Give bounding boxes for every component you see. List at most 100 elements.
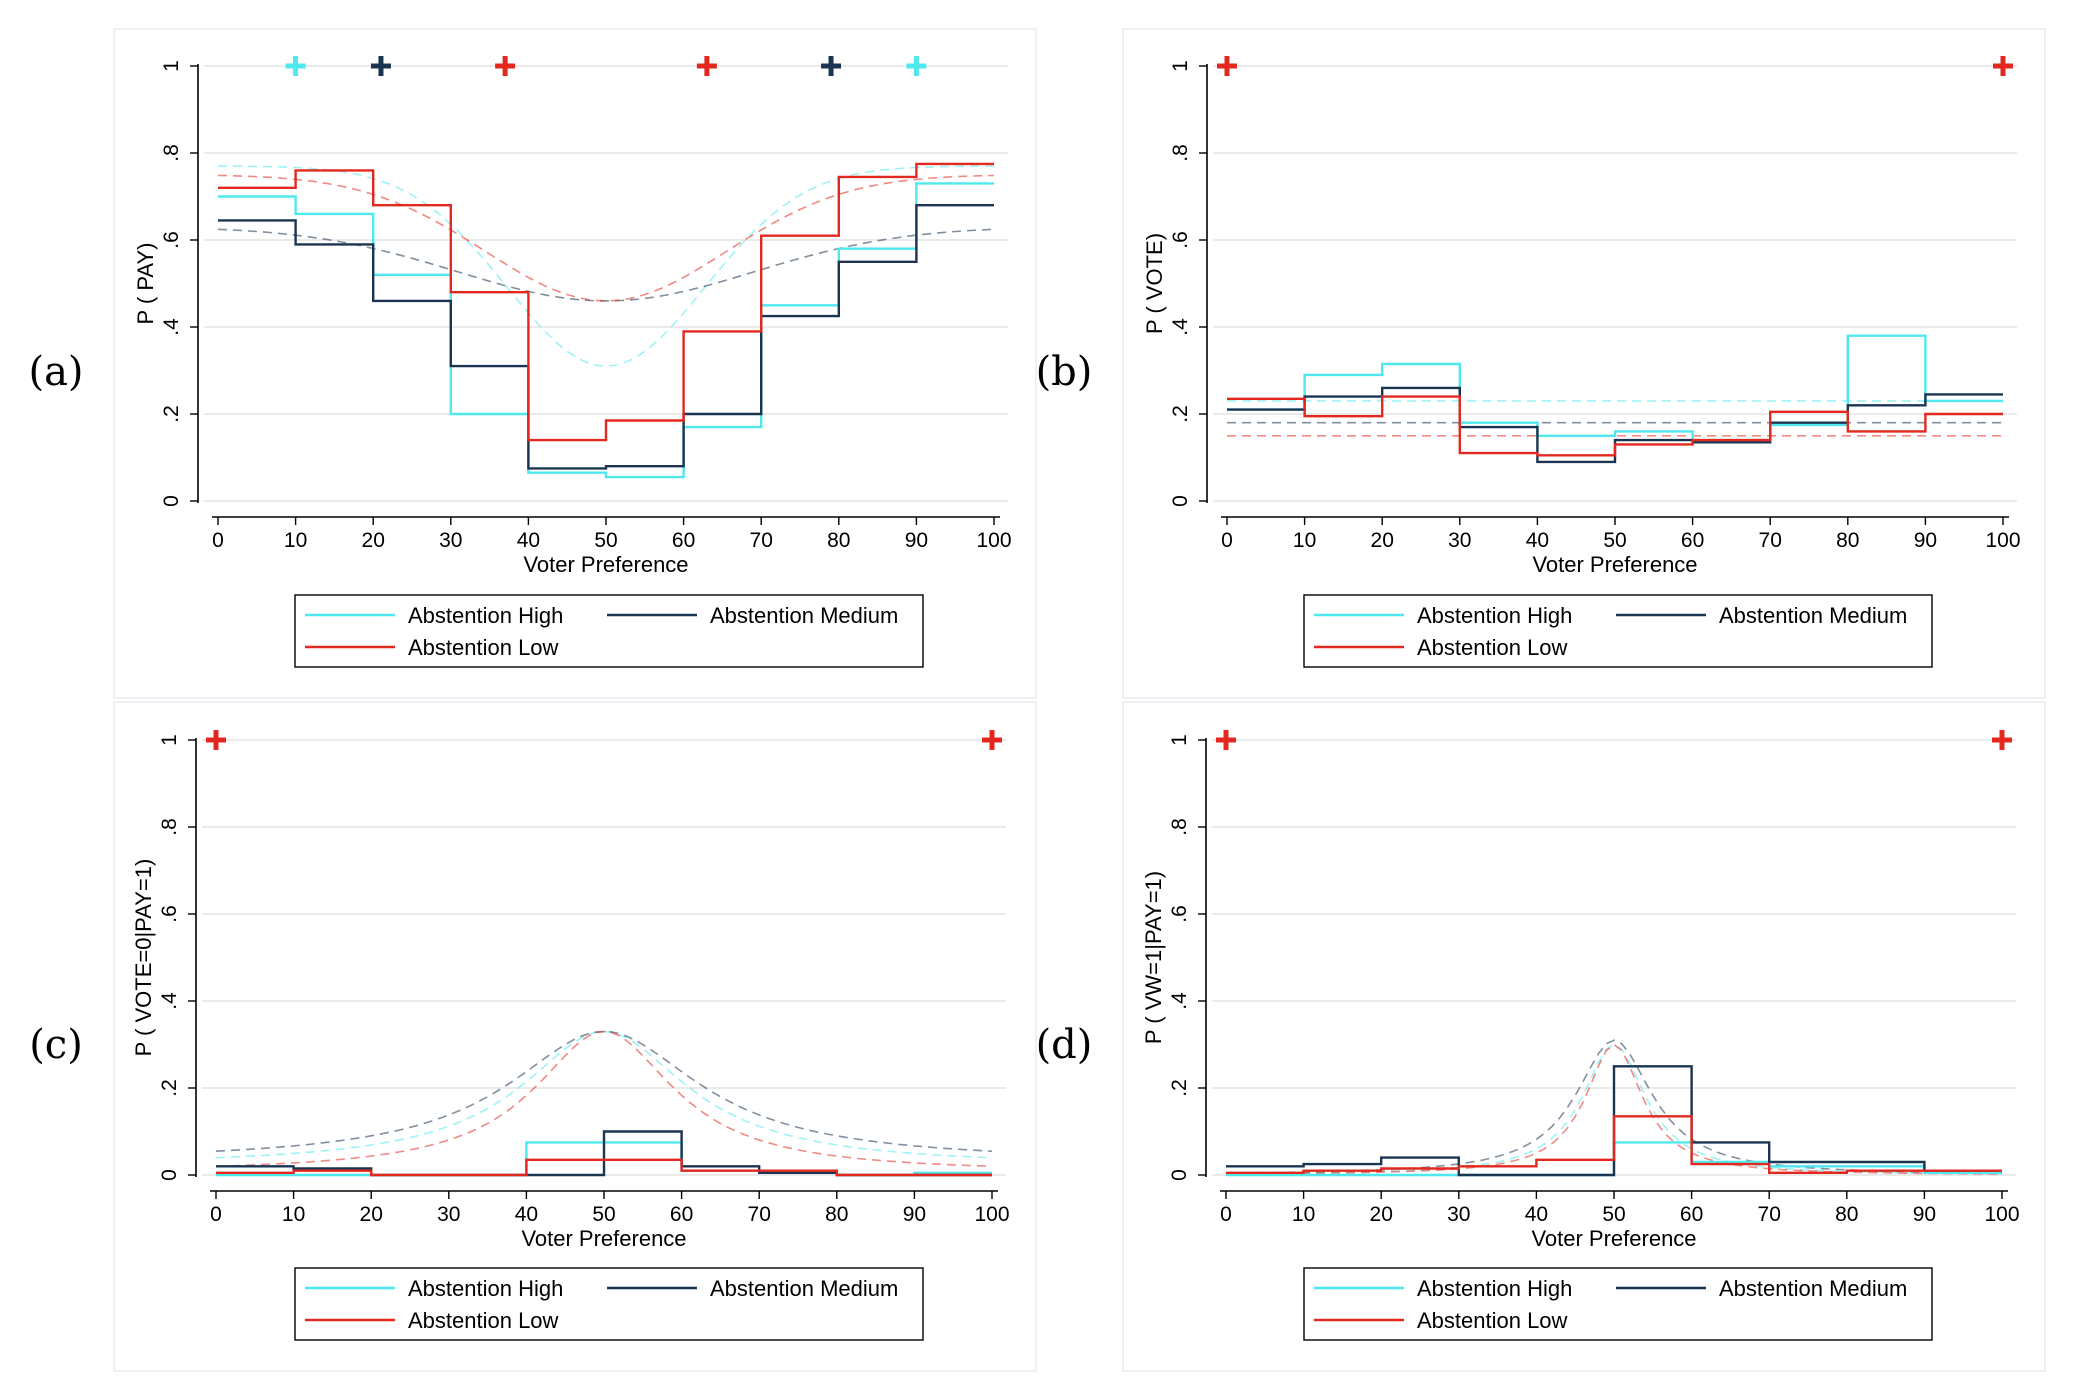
x-tick-label: 90 bbox=[1913, 1203, 1936, 1226]
panel-label: (b) bbox=[1036, 349, 1093, 395]
x-axis-title: Voter Preference bbox=[521, 1226, 686, 1251]
x-tick-label: 50 bbox=[594, 529, 617, 552]
x-tick-label: 60 bbox=[1681, 529, 1704, 552]
x-tick-label: 100 bbox=[1984, 1203, 2019, 1226]
y-tick-label: .6 bbox=[1169, 231, 1192, 249]
plus-marker bbox=[1217, 56, 1237, 76]
fit-curve-medium bbox=[217, 228, 995, 302]
y-tick-label: .2 bbox=[160, 405, 183, 423]
x-tick-label: 70 bbox=[1759, 529, 1782, 552]
legend-label: Abstention Low bbox=[408, 1308, 559, 1333]
y-tick-label: .6 bbox=[158, 905, 181, 923]
x-tick-label: 20 bbox=[1371, 529, 1394, 552]
y-tick-label: 1 bbox=[1169, 60, 1192, 72]
step-series-low bbox=[1226, 1115, 2002, 1174]
legend: Abstention High Abstention Medium Abstenti… bbox=[294, 594, 924, 668]
legend: Abstention High Abstention Medium Abstenti… bbox=[1303, 1267, 1933, 1341]
y-tick-label: 1 bbox=[158, 734, 181, 746]
plus-marker bbox=[906, 56, 927, 76]
legend-label: Abstention Medium bbox=[1719, 1276, 1907, 1301]
y-tick-label: .2 bbox=[1169, 405, 1192, 423]
panel-frame bbox=[113, 28, 1037, 699]
fit-curve-high bbox=[215, 1030, 993, 1159]
x-tick-label: 10 bbox=[282, 1203, 305, 1226]
x-tick-label: 0 bbox=[1220, 1203, 1232, 1226]
legend: Abstention High Abstention Medium Abstenti… bbox=[294, 1267, 924, 1341]
legend-box bbox=[294, 594, 924, 668]
y-tick-label: .4 bbox=[1169, 318, 1192, 336]
x-tick-label: 30 bbox=[437, 1203, 460, 1226]
legend-label: Abstention High bbox=[1417, 1276, 1572, 1301]
plus-marker bbox=[206, 730, 226, 750]
x-tick-label: 100 bbox=[974, 1203, 1009, 1226]
x-tick-label: 20 bbox=[362, 529, 385, 552]
legend-box bbox=[294, 1267, 924, 1341]
panel-label: (c) bbox=[29, 1022, 83, 1068]
y-tick-label: 1 bbox=[160, 60, 183, 72]
x-tick-label: 0 bbox=[210, 1203, 222, 1226]
y-axis-title: P ( PAY) bbox=[133, 243, 158, 325]
legend-label: Abstention Low bbox=[408, 635, 559, 660]
y-tick-label: .4 bbox=[160, 318, 183, 336]
x-tick-label: 10 bbox=[1292, 1203, 1315, 1226]
plus-marker bbox=[821, 56, 842, 76]
x-tick-label: 40 bbox=[515, 1203, 538, 1226]
fit-curve-low bbox=[215, 1030, 993, 1168]
x-tick-label: 60 bbox=[1680, 1203, 1703, 1226]
x-tick-label: 80 bbox=[1836, 529, 1859, 552]
chart-panel-d: (d)0.2.4.6.810 10 20 30 40 50 60 70 80 90 100Voter… bbox=[1036, 701, 2046, 1372]
plus-marker bbox=[495, 56, 516, 76]
legend-label: Abstention Low bbox=[1417, 635, 1568, 660]
x-tick-label: 80 bbox=[1835, 1203, 1858, 1226]
panel-label: (a) bbox=[28, 349, 83, 395]
legend-label: Abstention Medium bbox=[710, 1276, 898, 1301]
y-axis-title: P ( VOTE) bbox=[1142, 233, 1167, 334]
x-tick-label: 40 bbox=[1526, 529, 1549, 552]
x-tick-label: 40 bbox=[1525, 1203, 1548, 1226]
y-tick-label: .6 bbox=[1168, 905, 1191, 923]
y-tick-label: 0 bbox=[160, 495, 183, 507]
y-axis-title: P ( VOTE=0|PAY=1) bbox=[131, 859, 156, 1057]
y-tick-label: .8 bbox=[1168, 818, 1191, 836]
panel-label: (d) bbox=[1036, 1022, 1093, 1068]
y-tick-label: 0 bbox=[158, 1169, 181, 1181]
y-tick-label: 0 bbox=[1169, 495, 1192, 507]
x-tick-label: 0 bbox=[212, 529, 224, 552]
step-series-low bbox=[218, 162, 994, 442]
x-tick-label: 90 bbox=[1914, 529, 1937, 552]
legend-label: Abstention High bbox=[1417, 603, 1572, 628]
y-tick-label: 0 bbox=[1168, 1169, 1191, 1181]
x-tick-label: 90 bbox=[905, 529, 928, 552]
y-tick-label: .8 bbox=[1169, 144, 1192, 162]
plus-marker bbox=[982, 730, 1002, 750]
x-tick-label: 20 bbox=[1370, 1203, 1393, 1226]
legend-box bbox=[1303, 594, 1933, 668]
legend: Abstention High Abstention Medium Abstenti… bbox=[1303, 594, 1933, 668]
x-tick-label: 20 bbox=[360, 1203, 383, 1226]
x-tick-label: 10 bbox=[1293, 529, 1316, 552]
y-tick-label: .4 bbox=[158, 992, 181, 1010]
legend-label: Abstention High bbox=[408, 1276, 563, 1301]
x-tick-label: 90 bbox=[903, 1203, 926, 1226]
x-tick-label: 40 bbox=[517, 529, 540, 552]
x-tick-label: 70 bbox=[748, 1203, 771, 1226]
chart-panel-c: (c)0.2.4.6.810 10 20 30 40 50 60 70 80 90 100Voter… bbox=[29, 701, 1037, 1372]
y-tick-label: .8 bbox=[158, 818, 181, 836]
x-tick-label: 10 bbox=[284, 529, 307, 552]
step-series-low bbox=[216, 1158, 992, 1177]
x-tick-label: 50 bbox=[1603, 529, 1626, 552]
plus-marker bbox=[285, 56, 306, 76]
y-tick-label: .8 bbox=[160, 144, 183, 162]
panel-frame bbox=[1122, 28, 2046, 699]
x-tick-label: 100 bbox=[1985, 529, 2020, 552]
x-axis-title: Voter Preference bbox=[523, 552, 688, 577]
x-tick-label: 60 bbox=[672, 529, 695, 552]
step-series-medium bbox=[218, 204, 994, 470]
step-series-high bbox=[1227, 334, 2003, 442]
step-series-low bbox=[1227, 395, 2003, 457]
y-tick-label: .2 bbox=[158, 1079, 181, 1097]
legend-label: Abstention Low bbox=[1417, 1308, 1568, 1333]
x-tick-label: 80 bbox=[825, 1203, 848, 1226]
fit-curve-low bbox=[1225, 1043, 2003, 1175]
